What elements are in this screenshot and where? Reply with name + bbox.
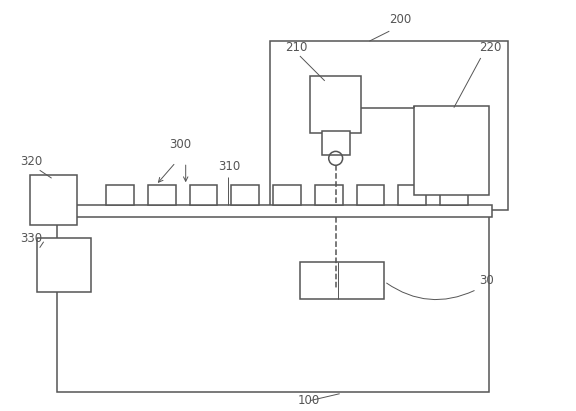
Text: 220: 220 (479, 41, 501, 54)
Bar (315, 185, 343, 205)
Bar (270, 41, 509, 210)
Bar (414, 106, 488, 195)
Bar (398, 185, 426, 205)
Text: 30: 30 (479, 275, 494, 287)
Bar (148, 185, 176, 205)
Bar (106, 185, 134, 205)
Text: 320: 320 (20, 155, 42, 168)
Bar (310, 76, 362, 134)
Bar (440, 185, 468, 205)
Bar (322, 131, 350, 155)
Text: 200: 200 (389, 13, 412, 26)
Bar (190, 185, 218, 205)
Text: 100: 100 (298, 394, 320, 406)
Bar (37, 238, 92, 292)
Text: 300: 300 (169, 139, 191, 151)
Bar (56, 215, 488, 392)
Bar (300, 262, 384, 299)
Bar (30, 175, 77, 225)
Bar (56, 205, 491, 217)
Text: 210: 210 (285, 41, 308, 54)
Text: 310: 310 (218, 160, 241, 173)
Bar (357, 185, 384, 205)
Text: 330: 330 (20, 232, 42, 245)
Bar (232, 185, 259, 205)
Bar (273, 185, 301, 205)
